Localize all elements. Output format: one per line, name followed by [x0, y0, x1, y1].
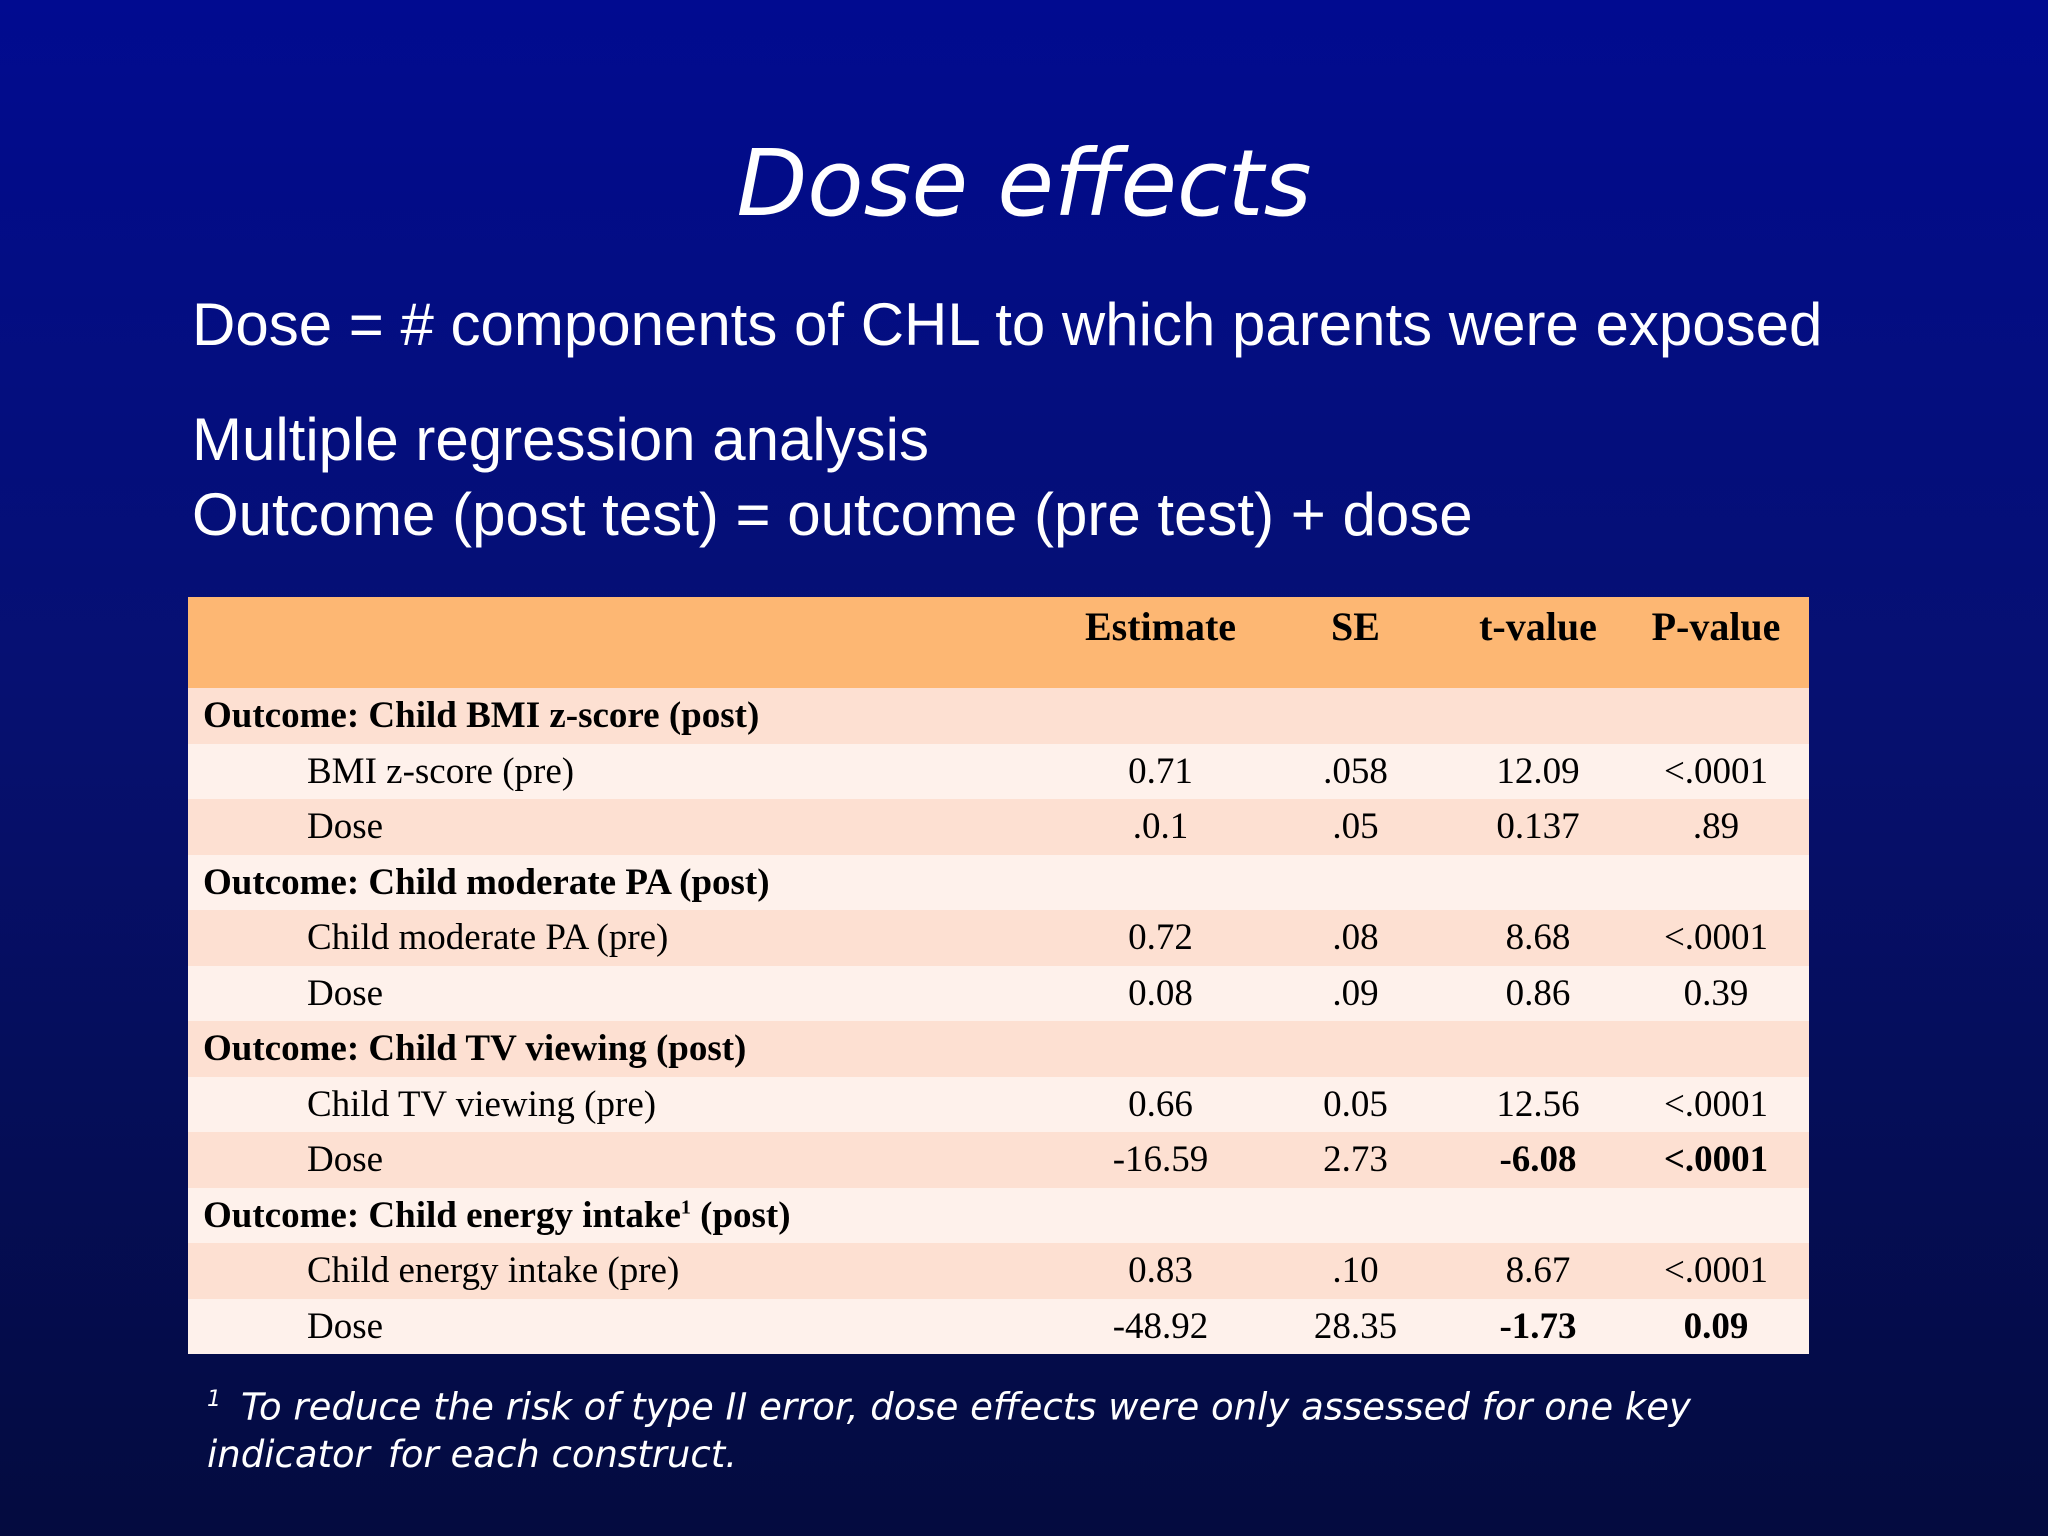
t-value-cell: 0.86	[1453, 965, 1623, 1021]
table-row: Child moderate PA (pre) 0.72 .08 8.68 <.…	[188, 910, 1809, 966]
header-se: SE	[1258, 597, 1453, 688]
regression-formula: Outcome (post test) = outcome (pre test)…	[192, 481, 1473, 548]
group-row: Outcome: Child energy intake1 (post)	[188, 1187, 1809, 1243]
footnote-text: To reduce the risk of type II error, dos…	[207, 1385, 1691, 1477]
estimate-cell: 0.72	[1063, 910, 1258, 966]
p-value-cell: <.0001	[1623, 1132, 1809, 1188]
group-row: Outcome: Child TV viewing (post)	[188, 1021, 1809, 1077]
p-value-cell: 0.09	[1623, 1298, 1809, 1354]
p-value-cell: 0.39	[1623, 965, 1809, 1021]
row-label: Dose	[188, 965, 1063, 1021]
t-value-cell: 12.09	[1453, 743, 1623, 799]
estimate-cell: 0.71	[1063, 743, 1258, 799]
header-estimate: Estimate	[1063, 597, 1258, 688]
footnote-text-end: for each construct.	[387, 1433, 737, 1477]
header-p-value: P-value	[1623, 597, 1809, 688]
group-label: Outcome: Child BMI z-score (post)	[188, 688, 1809, 744]
se-cell: 28.35	[1258, 1298, 1453, 1354]
group-label-suffix: (post)	[690, 1194, 791, 1236]
p-value-cell: <.0001	[1623, 743, 1809, 799]
se-cell: .08	[1258, 910, 1453, 966]
group-label-text: Outcome: Child energy intake	[203, 1194, 681, 1236]
se-cell: 0.05	[1258, 1076, 1453, 1132]
footnote-marker: 1	[680, 1196, 691, 1219]
se-cell: .10	[1258, 1243, 1453, 1299]
group-label: Outcome: Child TV viewing (post)	[188, 1021, 1809, 1077]
t-value-cell: 8.68	[1453, 910, 1623, 966]
table-row: Dose -16.59 2.73 -6.08 <.0001	[188, 1132, 1809, 1188]
estimate-cell: .0.1	[1063, 799, 1258, 855]
t-value-cell: -6.08	[1453, 1132, 1623, 1188]
t-value-cell: 0.137	[1453, 799, 1623, 855]
table-row: Child energy intake (pre) 0.83 .10 8.67 …	[188, 1243, 1809, 1299]
slide-title: Dose effects	[736, 130, 1312, 237]
header-t-value: t-value	[1453, 597, 1623, 688]
table-row: BMI z-score (pre) 0.71 .058 12.09 <.0001	[188, 743, 1809, 799]
table-row: Dose .0.1 .05 0.137 .89	[188, 799, 1809, 855]
row-label: Dose	[188, 1298, 1063, 1354]
header-blank	[188, 597, 1063, 688]
footnote: 1 To reduce the risk of type II error, do…	[207, 1376, 1847, 1479]
row-label: Child TV viewing (pre)	[188, 1076, 1063, 1132]
footnote-mark: 1	[207, 1387, 221, 1412]
t-value-cell: 8.67	[1453, 1243, 1623, 1299]
p-value-cell: <.0001	[1623, 910, 1809, 966]
se-cell: .05	[1258, 799, 1453, 855]
row-label: Dose	[188, 799, 1063, 855]
estimate-cell: -48.92	[1063, 1298, 1258, 1354]
dose-definition: Dose = # components of CHL to which pare…	[192, 291, 1823, 358]
t-value-cell: 12.56	[1453, 1076, 1623, 1132]
se-cell: .058	[1258, 743, 1453, 799]
group-label: Outcome: Child moderate PA (post)	[188, 854, 1809, 910]
se-cell: .09	[1258, 965, 1453, 1021]
estimate-cell: 0.08	[1063, 965, 1258, 1021]
table-row: Dose -48.92 28.35 -1.73 0.09	[188, 1298, 1809, 1354]
group-row: Outcome: Child BMI z-score (post)	[188, 688, 1809, 744]
p-value-cell: <.0001	[1623, 1076, 1809, 1132]
row-label: Child energy intake (pre)	[188, 1243, 1063, 1299]
se-cell: 2.73	[1258, 1132, 1453, 1188]
p-value-cell: .89	[1623, 799, 1809, 855]
group-row: Outcome: Child moderate PA (post)	[188, 854, 1809, 910]
p-value-cell: <.0001	[1623, 1243, 1809, 1299]
t-value-cell: -1.73	[1453, 1298, 1623, 1354]
regression-table: Estimate SE t-value P-value Outcome: Chi…	[188, 597, 1809, 1354]
group-label: Outcome: Child energy intake1 (post)	[188, 1187, 1809, 1243]
estimate-cell: 0.66	[1063, 1076, 1258, 1132]
analysis-method: Multiple regression analysis	[192, 406, 929, 473]
row-label: Dose	[188, 1132, 1063, 1188]
table-row: Dose 0.08 .09 0.86 0.39	[188, 965, 1809, 1021]
table-header-row: Estimate SE t-value P-value	[188, 597, 1809, 688]
row-label: BMI z-score (pre)	[188, 743, 1063, 799]
estimate-cell: -16.59	[1063, 1132, 1258, 1188]
estimate-cell: 0.83	[1063, 1243, 1258, 1299]
table-row: Child TV viewing (pre) 0.66 0.05 12.56 <…	[188, 1076, 1809, 1132]
row-label: Child moderate PA (pre)	[188, 910, 1063, 966]
